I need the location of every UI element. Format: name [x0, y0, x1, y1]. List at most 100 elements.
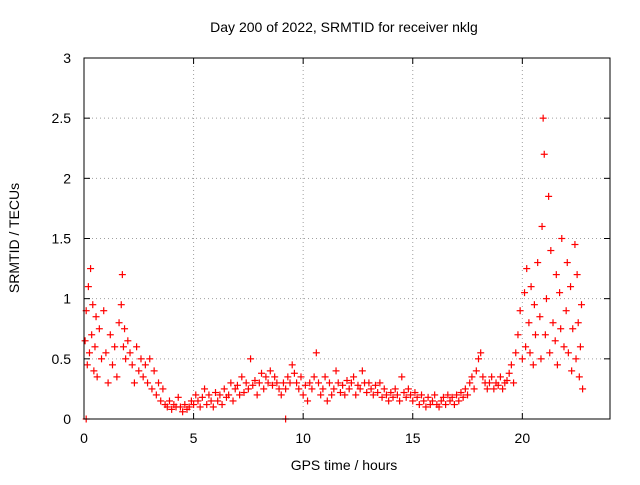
y-tick-label: 3 [63, 50, 71, 66]
x-tick-label: 15 [405, 430, 421, 446]
data-point [315, 379, 323, 387]
data-point [503, 376, 511, 384]
data-point [93, 373, 101, 381]
data-point [293, 379, 301, 387]
data-point [334, 379, 342, 387]
data-point [273, 379, 281, 387]
data-point [117, 301, 125, 309]
data-point [415, 401, 423, 409]
data-point [560, 343, 568, 351]
data-point [157, 397, 165, 405]
data-point [196, 403, 204, 411]
data-point [534, 259, 542, 267]
data-point [275, 385, 283, 393]
data-point [271, 373, 279, 381]
data-point [339, 381, 347, 389]
data-point [174, 393, 182, 401]
data-point [295, 385, 303, 393]
data-point [130, 379, 138, 387]
data-point [216, 391, 224, 399]
data-point [466, 379, 474, 387]
data-point [387, 389, 395, 397]
data-point [537, 355, 545, 363]
y-tick-label: 0.5 [52, 351, 72, 367]
data-point [455, 397, 463, 405]
data-point [542, 295, 550, 303]
data-point [558, 235, 566, 242]
data-point [442, 401, 450, 409]
data-point [350, 373, 358, 381]
data-point [288, 361, 296, 369]
data-point [404, 385, 412, 393]
data-point [209, 403, 217, 411]
data-point [400, 389, 408, 397]
data-point [571, 241, 579, 249]
data-point [137, 355, 145, 363]
data-point [352, 391, 360, 399]
data-point [545, 192, 553, 200]
x-axis-label: GPS time / hours [291, 457, 398, 473]
data-point [118, 271, 126, 279]
data-point [286, 379, 294, 387]
data-point [306, 379, 314, 387]
data-point [207, 397, 215, 405]
data-point [111, 343, 119, 351]
data-point [510, 379, 518, 387]
data-point [459, 393, 467, 401]
data-point [238, 373, 246, 381]
data-point [426, 401, 434, 409]
data-point [214, 397, 222, 405]
data-point [115, 319, 123, 327]
data-point [124, 337, 132, 345]
data-point [424, 393, 432, 401]
data-point [146, 355, 154, 363]
data-point [499, 385, 507, 393]
data-point [540, 150, 548, 158]
data-point [150, 367, 158, 375]
data-point [264, 379, 272, 387]
data-point [266, 367, 274, 375]
data-point [251, 376, 259, 384]
data-point [431, 391, 439, 399]
data-point [102, 349, 110, 357]
data-point [536, 313, 544, 321]
data-point [247, 355, 255, 363]
data-point [446, 397, 454, 405]
data-point [354, 381, 362, 389]
data-point [553, 361, 561, 369]
data-point [341, 391, 349, 399]
data-point [194, 397, 202, 405]
data-point [356, 385, 364, 393]
y-tick-label: 1 [63, 291, 71, 307]
data-point [220, 385, 228, 393]
x-tick-label: 5 [190, 430, 198, 446]
data-point [428, 397, 436, 405]
data-point [106, 331, 114, 339]
data-point [523, 265, 531, 273]
data-point [279, 379, 287, 387]
data-point [128, 361, 136, 369]
data-point [552, 271, 560, 279]
data-point [557, 325, 565, 333]
data-point [231, 385, 239, 393]
data-point [575, 373, 583, 381]
data-point [336, 389, 344, 397]
data-point [260, 385, 268, 393]
data-point [81, 337, 89, 345]
data-point [477, 349, 485, 357]
data-point [227, 379, 235, 387]
data-point [367, 385, 375, 393]
data-point [391, 385, 399, 393]
data-point [365, 379, 373, 387]
data-point [512, 349, 520, 357]
data-point [135, 367, 143, 375]
data-point [396, 397, 404, 405]
data-point [358, 367, 366, 375]
data-point [113, 373, 121, 381]
data-point [84, 283, 92, 291]
data-point [418, 391, 426, 399]
y-axis-label: SRMTID / TECUs [6, 183, 22, 293]
data-point [470, 385, 478, 393]
data-point [225, 391, 233, 399]
data-point [98, 355, 106, 363]
